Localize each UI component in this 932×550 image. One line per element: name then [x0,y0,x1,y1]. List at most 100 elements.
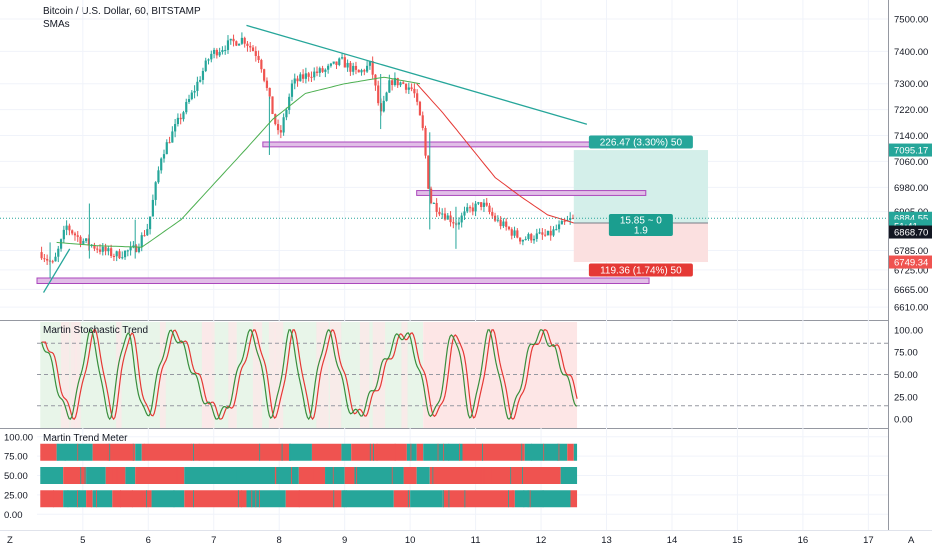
candle[interactable] [101,246,104,252]
candle[interactable] [340,57,344,59]
candle[interactable] [315,71,319,73]
candle[interactable] [187,99,191,102]
candle[interactable] [338,58,341,65]
candle[interactable] [62,229,65,240]
candle[interactable] [185,101,188,113]
candle[interactable] [118,251,121,259]
candle[interactable] [560,221,563,225]
candle[interactable] [132,245,135,247]
sma-indicator-label[interactable]: SMAs [43,19,70,30]
candle[interactable] [154,182,157,200]
candle[interactable] [368,61,371,66]
candle[interactable] [218,52,221,56]
candle[interactable] [521,239,524,242]
candle[interactable] [569,217,572,220]
candle[interactable] [519,237,522,242]
candle[interactable] [257,55,260,61]
candle[interactable] [126,250,129,252]
candle[interactable] [279,130,282,133]
candle[interactable] [157,170,160,183]
candle[interactable] [293,78,296,84]
candle[interactable] [471,207,474,212]
candle[interactable] [282,117,285,133]
candle[interactable] [246,43,249,46]
candle[interactable] [121,257,124,259]
candle[interactable] [260,60,263,70]
candle[interactable] [238,43,241,46]
price-zone-rectangle[interactable] [36,277,650,285]
candle[interactable] [360,70,363,73]
candle[interactable] [123,250,127,258]
candle[interactable] [271,96,274,115]
stochastic-k-line[interactable] [41,329,578,421]
stochastic-signal-line[interactable] [41,329,578,421]
candle[interactable] [363,70,366,72]
trend-meter-pane[interactable]: Martin Trend Meter [37,433,888,515]
candle[interactable] [466,207,469,212]
candle[interactable] [516,230,519,238]
candle[interactable] [43,258,46,260]
candle[interactable] [98,249,102,252]
candle[interactable] [538,232,541,234]
candle[interactable] [524,239,527,241]
candle[interactable] [290,83,294,97]
candle[interactable] [182,112,185,120]
candle[interactable] [148,216,152,230]
candle[interactable] [507,226,511,230]
candle[interactable] [274,114,277,125]
candle[interactable] [555,229,558,231]
candle[interactable] [243,37,246,44]
price-zone-rectangle[interactable] [416,190,647,196]
candle[interactable] [79,236,82,244]
candle[interactable] [482,202,486,207]
candle[interactable] [240,37,243,44]
candle[interactable] [254,51,257,56]
candle[interactable] [357,69,360,73]
candle[interactable] [265,80,269,88]
candle[interactable] [59,239,63,249]
candle[interactable] [474,203,477,212]
position-ratio-label-box[interactable] [608,213,673,236]
candle[interactable] [460,215,463,223]
candle[interactable] [393,77,397,85]
candle[interactable] [212,49,216,54]
candle[interactable] [385,92,388,101]
candle[interactable] [160,158,163,171]
candle[interactable] [235,41,238,46]
candle[interactable] [571,217,575,219]
candle[interactable] [563,221,566,223]
candle[interactable] [251,47,255,52]
candle[interactable] [443,213,447,220]
position-target-label-box[interactable] [588,135,693,149]
candle[interactable] [93,244,96,249]
candle[interactable] [452,222,455,224]
candle[interactable] [530,234,533,241]
candle[interactable] [110,248,113,257]
candle[interactable] [491,212,494,216]
candle[interactable] [302,74,305,79]
candle[interactable] [310,76,313,78]
candle[interactable] [435,202,438,212]
candle[interactable] [446,215,449,220]
candle[interactable] [391,80,394,85]
candle[interactable] [263,69,266,81]
price-pane[interactable]: 226.47 (3.30%) 50 119.36 (1.74%) 50 15.85 … [0,24,888,293]
candle[interactable] [477,202,480,204]
candle[interactable] [196,81,199,91]
candle[interactable] [307,73,310,77]
candle[interactable] [329,63,333,66]
candle[interactable] [557,224,561,230]
candle[interactable] [171,131,174,143]
candle[interactable] [210,53,213,60]
candle[interactable] [229,38,232,41]
candle[interactable] [532,238,536,241]
candle[interactable] [129,246,132,251]
candle[interactable] [313,71,316,78]
candle[interactable] [418,101,422,116]
candle[interactable] [146,229,149,236]
candle[interactable] [96,248,99,250]
candle[interactable] [421,115,424,128]
candle[interactable] [162,154,166,159]
candle[interactable] [552,229,555,236]
